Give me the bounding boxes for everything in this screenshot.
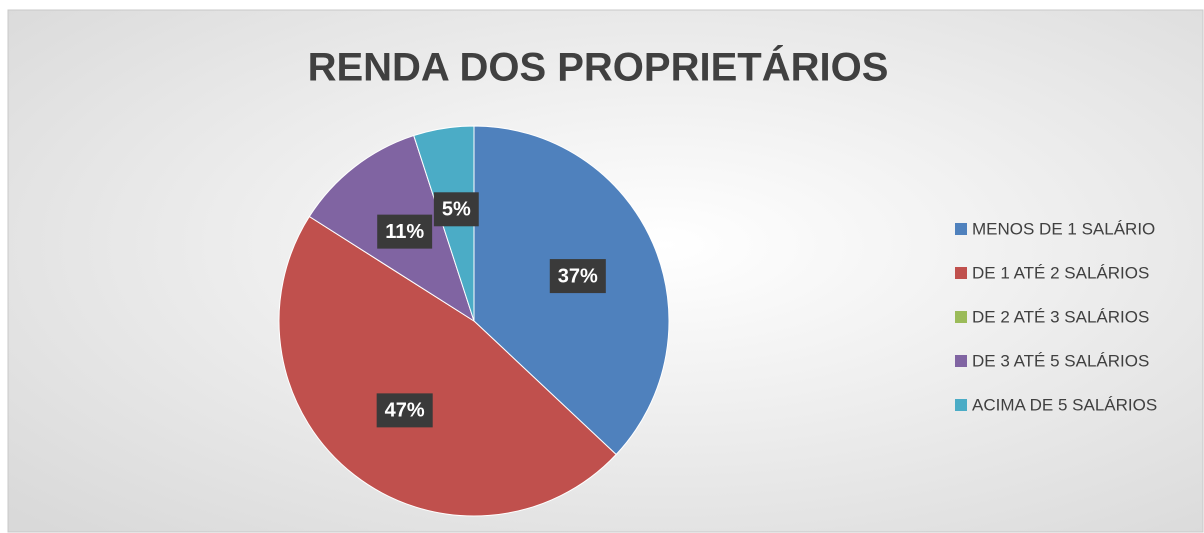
- legend-label: DE 3 ATÉ 5 SALÁRIOS: [972, 351, 1149, 370]
- legend-swatch: [955, 355, 967, 367]
- data-label-text: 47%: [385, 400, 425, 422]
- legend-label: ACIMA DE 5 SALÁRIOS: [972, 395, 1157, 414]
- data-label-text: 11%: [385, 221, 424, 243]
- data-label-box: [377, 214, 433, 249]
- data-label: 5%: [433, 192, 479, 227]
- data-label-text: 5%: [442, 199, 471, 221]
- legend-swatch: [955, 223, 967, 235]
- legend-swatch: [955, 267, 967, 279]
- data-label: 37%: [549, 259, 606, 294]
- legend-swatch: [955, 311, 967, 323]
- legend-label: DE 1 ATÉ 2 SALÁRIOS: [972, 263, 1149, 282]
- data-label-text: 37%: [558, 265, 598, 287]
- data-label-box: [376, 393, 433, 428]
- legend-swatch: [955, 399, 967, 411]
- legend-label: MENOS DE 1 SALÁRIO: [972, 219, 1155, 238]
- pie-slice: [278, 215, 617, 517]
- chart-title: RENDA DOS PROPRIETÁRIOS: [308, 45, 889, 90]
- data-label-box: [433, 192, 479, 227]
- data-label: 47%: [376, 393, 433, 428]
- data-label-box: [549, 259, 606, 294]
- legend-label: DE 2 ATÉ 3 SALÁRIOS: [972, 307, 1149, 326]
- data-label: 11%: [377, 214, 433, 249]
